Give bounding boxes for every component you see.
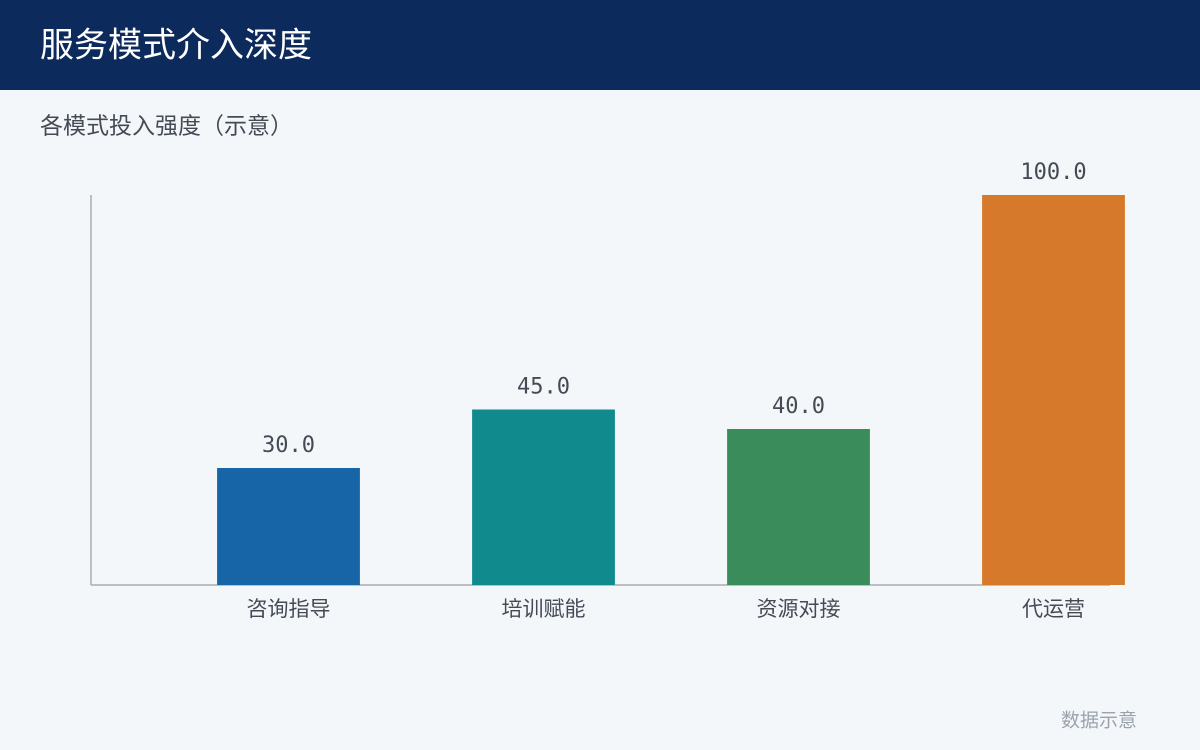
bar [982, 195, 1125, 585]
chart-title: 服务模式介入深度 [40, 26, 312, 66]
bar [472, 409, 615, 585]
x-tick-label: 培训赋能 [502, 597, 586, 621]
value-label: 40.0 [772, 394, 825, 419]
value-label: 100.0 [1020, 160, 1086, 185]
x-tick-label: 咨询指导 [247, 597, 331, 621]
bar [217, 468, 360, 585]
bar [727, 429, 870, 585]
header-bar [0, 0, 1200, 90]
value-label: 45.0 [517, 375, 570, 400]
x-tick-label: 资源对接 [757, 597, 841, 621]
footnote: 数据示意 [1061, 710, 1137, 732]
chart-subtitle: 各模式投入强度（示意） [40, 114, 293, 140]
x-tick-label: 代运营 [1022, 597, 1085, 621]
value-label: 30.0 [262, 433, 315, 458]
